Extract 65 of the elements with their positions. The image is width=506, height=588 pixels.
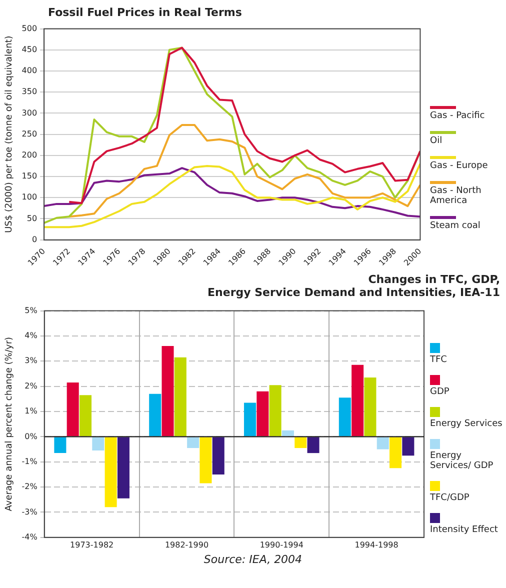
y-tick-label: -3% [22, 507, 38, 516]
y-tick-label: 300 [22, 108, 38, 118]
legend-label: Intensity Effect [430, 525, 499, 535]
y-tick-label: 100 [22, 192, 38, 202]
bar [79, 395, 92, 436]
y-tick-label: 350 [22, 87, 38, 96]
legend-label: Gas - Europe [430, 161, 489, 171]
x-tick-label: 1973-1982 [70, 540, 114, 550]
bar [338, 398, 351, 436]
bar [282, 430, 294, 436]
bar [92, 437, 104, 451]
y-tick-label: 200 [22, 150, 38, 160]
y-tick-label: 4% [24, 331, 38, 340]
bar [390, 437, 402, 468]
y-tick-label: 250 [22, 129, 38, 138]
y-axis-title: Average annual percent change (%/yr) [4, 336, 15, 512]
bar [244, 402, 256, 436]
bar [352, 364, 364, 436]
bar [200, 437, 212, 484]
y-tick-label: 150 [22, 172, 38, 181]
legend-label: Gas - North America [430, 186, 482, 206]
bar [174, 357, 186, 436]
source-note: Source: IEA, 2004 [202, 553, 304, 566]
y-tick-label: 5% [24, 306, 38, 315]
bar [376, 437, 389, 450]
chart-title: Fossil Fuel Prices in Real Terms [47, 5, 243, 21]
bar [307, 437, 320, 454]
y-axis-title: US$ (2000) per toe (tonne of oil equivalent) [4, 36, 15, 233]
x-tick-label: 1990-1994 [260, 540, 304, 550]
y-tick-label: 3% [24, 356, 38, 366]
legend-label: TFC [430, 355, 448, 365]
y-tick-label: 500 [22, 24, 38, 33]
y-tick-label: -4% [22, 532, 38, 542]
bar [66, 382, 79, 436]
y-tick-label: 2% [24, 381, 38, 390]
chart-title: Changes in TFC, GDP, Energy Service Demand and Intensities, IEA-11 [206, 272, 501, 301]
legend-label: Gas - Pacific [430, 111, 486, 121]
bar [402, 437, 414, 456]
y-tick-label: 0 [32, 234, 38, 244]
bar [187, 437, 200, 448]
y-tick-label: -2% [22, 482, 38, 492]
bar [54, 437, 66, 454]
bar [104, 437, 117, 508]
bar [256, 391, 269, 436]
x-tick-label: 1994-1998 [354, 540, 398, 550]
y-tick-label: 400 [22, 66, 38, 76]
bar [162, 346, 174, 436]
bar [212, 437, 224, 474]
y-tick-label: 1% [24, 406, 38, 416]
bar [294, 437, 307, 448]
legend-label: TFC/GDP [430, 493, 470, 503]
bar [269, 385, 282, 436]
y-tick-label: -1% [22, 456, 38, 466]
y-tick-label: 50 [26, 214, 38, 223]
legend-label: GDP [430, 387, 450, 397]
bar [149, 394, 162, 436]
legend-label: Steam coal [430, 221, 482, 231]
legend-label: Oil [430, 136, 444, 146]
legend-label: Energy Services/ GDP [430, 451, 494, 471]
legend-label: Energy Services [430, 419, 504, 429]
y-tick-label: 450 [22, 44, 38, 54]
y-tick-label: 0% [24, 432, 38, 441]
x-tick-label: 1982-1990 [164, 540, 209, 550]
bar [117, 437, 130, 498]
bar [364, 378, 376, 436]
